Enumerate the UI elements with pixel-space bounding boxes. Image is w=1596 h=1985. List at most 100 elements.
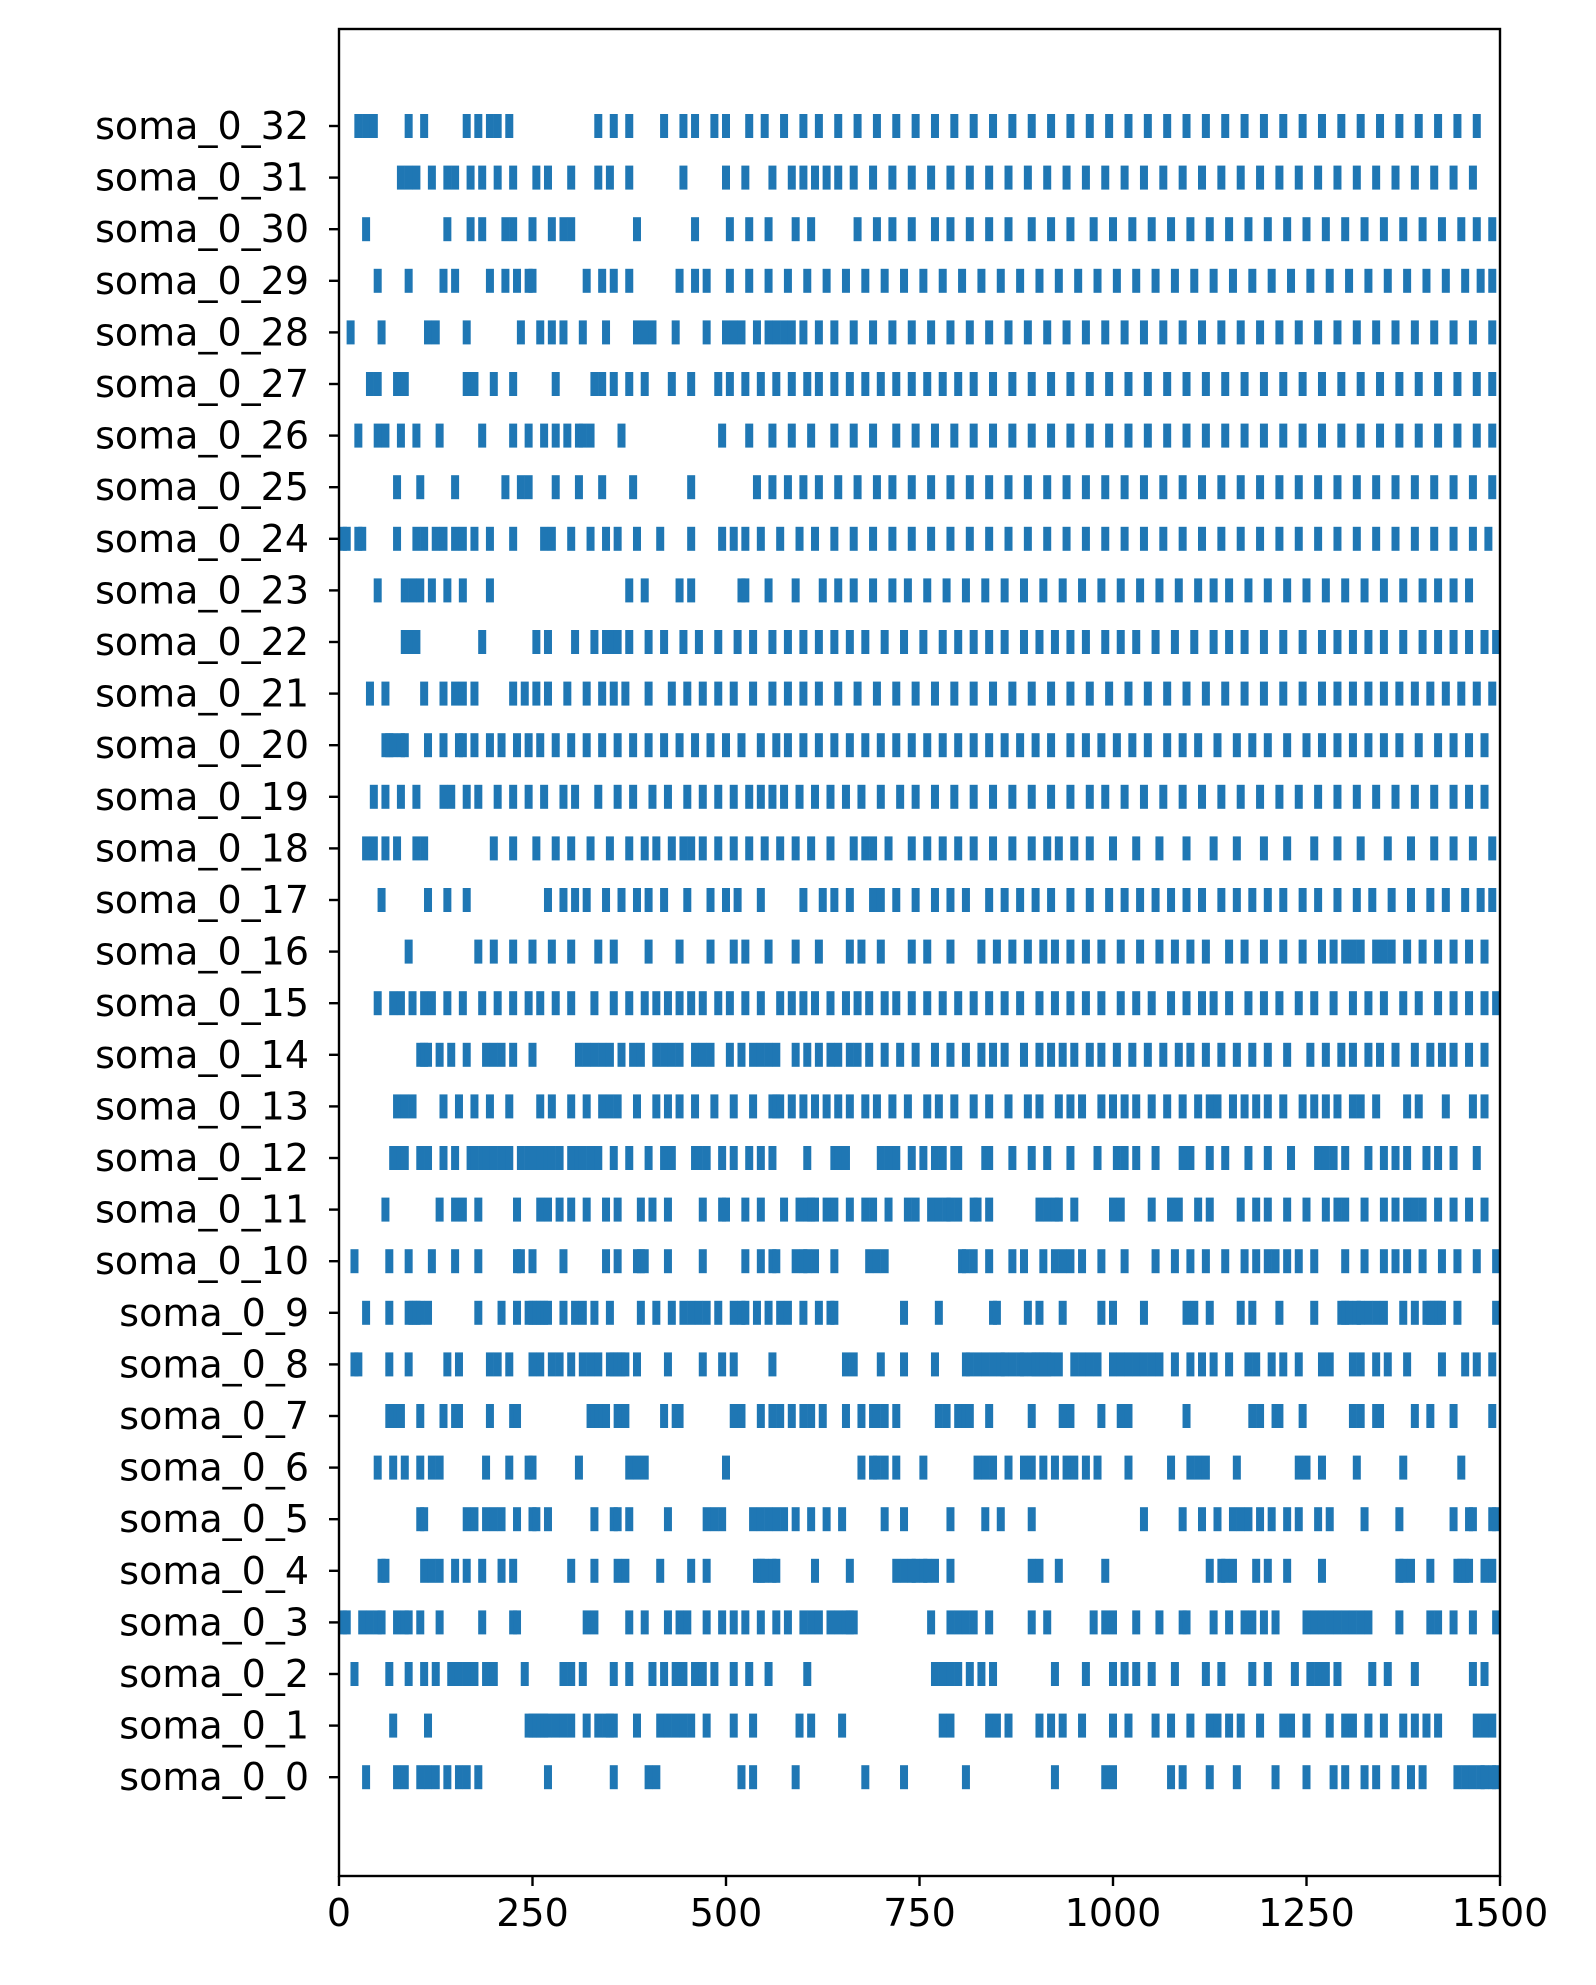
spike-mark xyxy=(1151,268,1160,293)
spike-mark xyxy=(412,784,421,809)
spike-mark xyxy=(389,991,398,1016)
spike-mark xyxy=(1287,268,1296,293)
spike-mark xyxy=(1105,888,1114,912)
spike-mark xyxy=(350,1249,359,1274)
spike-mark xyxy=(853,475,862,500)
spike-mark xyxy=(404,630,413,654)
spike-mark xyxy=(1066,423,1075,448)
spike-mark xyxy=(1186,1713,1195,1738)
spike-mark xyxy=(814,114,823,138)
spike-mark xyxy=(741,165,750,190)
spike-mark xyxy=(1000,1352,1009,1377)
spike-mark xyxy=(621,1558,630,1583)
spike-mark xyxy=(609,1146,618,1170)
spike-mark xyxy=(547,1094,556,1119)
spike-mark xyxy=(907,991,916,1016)
spike-mark xyxy=(1317,1455,1326,1480)
spike-mark xyxy=(865,991,874,1016)
spike-mark xyxy=(745,1146,754,1170)
spike-mark xyxy=(1263,1042,1272,1067)
spike-mark xyxy=(710,1094,719,1119)
spike-mark xyxy=(342,526,351,551)
spike-mark xyxy=(687,526,696,551)
spike-mark xyxy=(400,733,409,758)
spike-mark xyxy=(551,423,560,448)
spike-mark xyxy=(1050,630,1059,654)
spike-mark xyxy=(1403,1249,1412,1274)
spike-train-soma_0_8 xyxy=(350,1352,1497,1377)
spike-mark xyxy=(869,1197,878,1222)
spike-mark xyxy=(729,784,738,809)
spike-mark xyxy=(722,320,730,345)
spike-mark xyxy=(474,1765,483,1790)
spike-mark xyxy=(969,1249,978,1274)
spike-mark xyxy=(1314,888,1323,912)
spike-mark xyxy=(439,733,448,758)
spike-mark xyxy=(663,1094,672,1119)
x-tick-label: 1250 xyxy=(1258,1891,1355,1935)
spike-mark xyxy=(1468,526,1477,551)
spike-mark xyxy=(559,1713,568,1738)
spike-mark xyxy=(764,939,773,964)
spike-mark xyxy=(462,114,471,138)
spike-mark xyxy=(404,1352,413,1377)
spike-mark xyxy=(602,1249,611,1274)
spike-mark xyxy=(733,630,742,654)
spike-mark xyxy=(1217,320,1226,345)
spike-mark xyxy=(594,939,603,964)
spike-mark xyxy=(880,1042,889,1067)
spike-mark xyxy=(625,268,634,293)
spike-mark xyxy=(1101,630,1110,654)
spike-mark xyxy=(1116,991,1125,1016)
spike-mark xyxy=(598,681,607,706)
spike-mark xyxy=(892,1404,901,1428)
spike-mark xyxy=(830,1249,839,1274)
spike-mark xyxy=(1225,1352,1234,1377)
spike-mark xyxy=(1441,268,1450,293)
spike-mark xyxy=(578,320,587,345)
spike-mark xyxy=(594,114,603,138)
spike-mark xyxy=(1043,526,1052,551)
spike-mark xyxy=(586,1146,595,1170)
spike-mark xyxy=(1066,733,1075,758)
spike-mark xyxy=(1406,836,1415,861)
spike-mark xyxy=(1105,372,1114,396)
spike-mark xyxy=(1275,320,1284,345)
spike-mark xyxy=(954,1610,963,1635)
spike-mark xyxy=(1155,578,1164,603)
spike-mark xyxy=(1356,423,1365,448)
spike-mark xyxy=(958,268,967,293)
spike-mark xyxy=(803,372,812,396)
spike-mark xyxy=(741,1249,750,1274)
spike-mark xyxy=(791,578,800,603)
spike-mark xyxy=(930,1558,939,1583)
spike-mark xyxy=(888,526,897,551)
spike-mark xyxy=(783,268,792,293)
spike-mark xyxy=(857,1404,866,1428)
spike-mark xyxy=(729,1404,738,1428)
spike-mark xyxy=(536,1094,545,1119)
spike-mark xyxy=(1418,1197,1427,1222)
spike-mark xyxy=(590,1300,599,1325)
spike-mark xyxy=(834,681,843,706)
spike-mark xyxy=(354,114,363,138)
spike-mark xyxy=(478,991,487,1016)
spike-mark xyxy=(1434,1146,1443,1170)
spike-mark xyxy=(892,372,901,396)
spike-mark xyxy=(1228,1558,1237,1583)
spike-mark xyxy=(609,268,618,293)
spike-mark xyxy=(950,1094,959,1119)
spike-mark xyxy=(1379,630,1388,654)
spike-mark xyxy=(1008,372,1017,396)
spike-mark xyxy=(985,475,994,500)
spike-mark xyxy=(1035,630,1044,654)
spike-mark xyxy=(841,268,850,293)
spike-mark xyxy=(1205,1300,1214,1325)
spike-mark xyxy=(1205,1713,1214,1738)
spike-mark xyxy=(458,1197,467,1222)
spike-mark xyxy=(1027,681,1036,706)
spike-train-soma_0_22 xyxy=(400,630,1501,654)
spike-mark xyxy=(772,1249,781,1274)
spike-mark xyxy=(888,578,897,603)
spike-mark xyxy=(1259,836,1268,861)
